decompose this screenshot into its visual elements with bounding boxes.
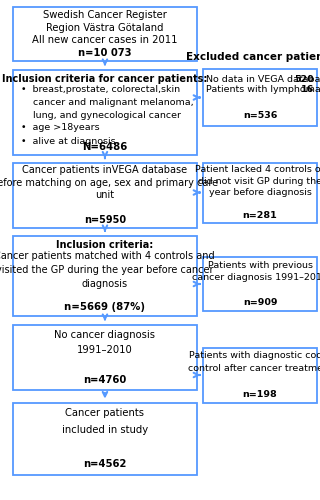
Text: 520: 520 [295, 75, 314, 84]
Text: •  age >18years: • age >18years [21, 124, 100, 132]
Text: Cancer patients matched with 4 controls and: Cancer patients matched with 4 controls … [0, 251, 215, 261]
FancyBboxPatch shape [13, 402, 197, 475]
Text: •  alive at diagnosis: • alive at diagnosis [21, 136, 116, 145]
Text: n=5950: n=5950 [84, 214, 126, 224]
Text: n=5669 (87%): n=5669 (87%) [64, 302, 145, 312]
FancyBboxPatch shape [13, 7, 197, 61]
Text: n=4760: n=4760 [83, 375, 126, 385]
Text: n=198: n=198 [243, 390, 277, 398]
FancyBboxPatch shape [203, 68, 317, 126]
Text: n=4562: n=4562 [83, 459, 126, 469]
FancyBboxPatch shape [13, 162, 197, 228]
Text: n=281: n=281 [243, 210, 277, 220]
Text: Inclusion criteria:: Inclusion criteria: [56, 240, 153, 250]
Text: unit: unit [95, 190, 114, 200]
FancyBboxPatch shape [13, 70, 197, 155]
Text: included in study: included in study [62, 426, 148, 436]
Text: n=536: n=536 [243, 110, 277, 120]
Text: Cancer patients inVEGA database: Cancer patients inVEGA database [22, 166, 188, 175]
Text: 1991–2010: 1991–2010 [77, 345, 133, 355]
Text: Patient lacked 4 controls or: Patient lacked 4 controls or [195, 166, 320, 174]
Text: n=909: n=909 [243, 298, 277, 308]
Text: Patients with lymphoma: Patients with lymphoma [206, 85, 320, 94]
Text: visited the GP during the year before cancer: visited the GP during the year before ca… [0, 265, 213, 275]
Text: All new cancer cases in 2011: All new cancer cases in 2011 [32, 36, 178, 46]
Text: before matching on age, sex and primary care: before matching on age, sex and primary … [0, 178, 218, 188]
Text: N=6486: N=6486 [82, 142, 127, 152]
Text: Inclusion criteria for cancer patients:: Inclusion criteria for cancer patients: [2, 74, 207, 84]
FancyBboxPatch shape [203, 348, 317, 403]
Text: Cancer patients: Cancer patients [65, 408, 144, 418]
Text: Excluded cancer patients: Excluded cancer patients [187, 52, 320, 62]
Text: control after cancer treatment: control after cancer treatment [188, 364, 320, 373]
FancyBboxPatch shape [13, 236, 197, 316]
Text: Patients with diagnostic code:: Patients with diagnostic code: [189, 352, 320, 360]
Text: did not visit GP during the: did not visit GP during the [198, 176, 320, 186]
Text: Region Västra Götaland: Region Västra Götaland [46, 22, 164, 32]
Text: lung, and gynecological cancer: lung, and gynecological cancer [21, 110, 181, 120]
FancyBboxPatch shape [203, 257, 317, 311]
Text: 16: 16 [301, 85, 314, 94]
FancyBboxPatch shape [203, 162, 317, 222]
Text: Swedish Cancer Register: Swedish Cancer Register [43, 10, 167, 20]
Text: diagnosis: diagnosis [82, 279, 128, 289]
Text: year before diagnosis: year before diagnosis [209, 188, 311, 197]
Text: Patients with previous: Patients with previous [207, 260, 313, 270]
Text: n=10 073: n=10 073 [78, 48, 132, 58]
FancyBboxPatch shape [13, 325, 197, 390]
Text: cancer and malignant melanoma,: cancer and malignant melanoma, [21, 98, 193, 106]
Text: No cancer diagnosis: No cancer diagnosis [54, 330, 155, 340]
Text: cancer diagnosis 1991–2010: cancer diagnosis 1991–2010 [192, 273, 320, 282]
Text: No data in VEGA database: No data in VEGA database [206, 75, 320, 84]
Text: •  breast,prostate, colorectal,skin: • breast,prostate, colorectal,skin [21, 84, 180, 94]
